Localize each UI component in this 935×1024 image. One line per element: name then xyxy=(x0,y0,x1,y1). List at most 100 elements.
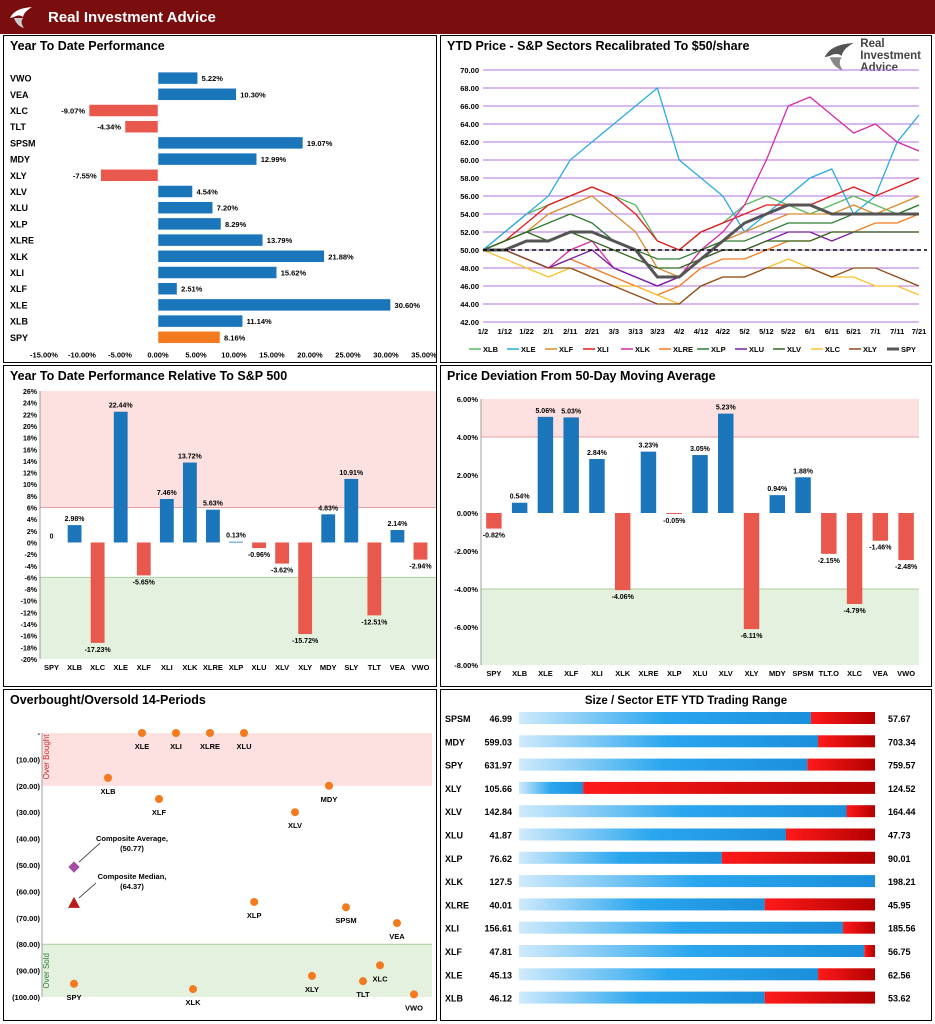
site-header: Real Investment Advice xyxy=(0,0,935,34)
point-xle xyxy=(138,729,146,737)
y-tick-label: 2.00% xyxy=(457,471,479,480)
y-tick-label: -6% xyxy=(25,575,38,582)
x-tick-label: 7/1 xyxy=(870,327,880,336)
ytd-performance-panel: Year To Date Performance VWO 5.22% VEA 10.3… xyxy=(3,35,437,363)
category-label-xlre: XLRE xyxy=(638,669,658,678)
y-tick-label: 8% xyxy=(27,494,38,501)
data-label-xlf: -5.65% xyxy=(133,579,156,586)
y-tick-label: 4% xyxy=(27,517,38,524)
bar-tlt xyxy=(124,120,159,133)
range-bar-high-mdy xyxy=(818,735,875,748)
low-value-spy: 631.97 xyxy=(484,761,512,771)
range-bar-high-xlb xyxy=(764,991,875,1004)
category-label-xlc: XLC xyxy=(10,106,29,116)
x-tick-label: 0.00% xyxy=(147,350,169,359)
etf-label-xlp: XLP xyxy=(445,854,463,864)
overbought-oversold-chart: Over Bought Over Sold - (10.00) (20.00) (30.0… xyxy=(12,729,432,1012)
etf-label-xle: XLE xyxy=(445,970,463,980)
relative-performance-panel: Year To Date Performance Relative To S&P… xyxy=(3,365,437,687)
range-bar-high-xly xyxy=(583,781,875,794)
category-label-xly: XLY xyxy=(10,171,27,181)
point-mdy xyxy=(325,781,333,790)
bar-xlk xyxy=(157,250,325,263)
bar-xle xyxy=(537,416,554,513)
bar-xlv xyxy=(275,542,290,564)
y-tick-label: -8.00% xyxy=(454,661,478,670)
high-value-spsm: 57.67 xyxy=(888,714,911,724)
range-bar-high-xlf xyxy=(864,945,875,957)
category-label-xlu: XLU xyxy=(693,669,708,678)
data-label-xlu: 3.05% xyxy=(690,446,711,453)
overbought-band xyxy=(42,733,432,786)
y-tick-label: 4.00% xyxy=(457,433,479,442)
etf-label-mdy: MDY xyxy=(445,737,465,747)
data-label-mdy: 4.83% xyxy=(318,505,339,512)
data-label-xlf: 2.51% xyxy=(181,285,203,294)
x-tick-label: 15.00% xyxy=(259,350,285,359)
x-tick-label: -10.00% xyxy=(68,350,96,359)
y-tick-label: 24% xyxy=(23,401,38,408)
x-tick-label: 1/12 xyxy=(497,327,512,336)
x-tick-label: 35.00% xyxy=(411,350,436,359)
x-tick-label: 30.00% xyxy=(373,350,399,359)
y-tick-label: 56.00 xyxy=(460,192,479,201)
brand-name: Real Investment Advice xyxy=(48,8,216,26)
high-value-xlf: 56.75 xyxy=(888,947,911,957)
y-tick-label: 52.00 xyxy=(460,228,479,237)
data-label-vwo: -2.48% xyxy=(895,564,918,571)
category-label-vwo: VWO xyxy=(897,669,915,678)
low-value-xlf: 47.81 xyxy=(489,947,512,957)
legend-label-xlf: XLF xyxy=(559,345,574,354)
y-tick-label: 6% xyxy=(27,506,38,513)
high-value-xlp: 90.01 xyxy=(888,854,911,864)
point-label-xli: XLI xyxy=(170,742,182,751)
composite-average-label: Composite Average, xyxy=(96,834,168,843)
y-tick-label: 46.00 xyxy=(460,282,479,291)
bar-xli xyxy=(159,499,174,543)
x-tick-label: 6/1 xyxy=(805,327,815,336)
y-tick-label: 60.00 xyxy=(460,156,479,165)
legend-label-xlb: XLB xyxy=(483,345,499,354)
bar-xlc xyxy=(846,513,863,605)
category-label-tlt: TLT xyxy=(368,663,382,672)
bar-xlre xyxy=(640,451,657,513)
ytd-performance-chart: VWO 5.22% VEA 10.30% XLC -9.07% TLT -4.34% SPSM 1… xyxy=(10,71,436,359)
y-tick-label: 62.00 xyxy=(460,138,479,147)
point-label-spy: SPY xyxy=(66,993,81,1002)
y-tick-label: 16% xyxy=(23,447,38,454)
bar-xle xyxy=(157,298,391,312)
point-label-xlk: XLK xyxy=(186,998,202,1007)
bar-mdy xyxy=(769,495,786,513)
point-xlc xyxy=(376,961,384,970)
y-tick-label: -4% xyxy=(25,564,38,571)
range-bar-high-xlp xyxy=(721,851,875,864)
bar-xli xyxy=(589,459,605,513)
y-tick-label: -20% xyxy=(21,657,38,664)
category-label-xlk: XLK xyxy=(10,252,29,262)
category-label-mdy: MDY xyxy=(320,663,337,672)
point-xlre xyxy=(206,729,214,737)
range-bar-high-spy xyxy=(807,758,875,771)
etf-label-xlu: XLU xyxy=(445,831,463,841)
point-xly xyxy=(308,971,316,980)
deviation-chart: -8.00% -6.00% -4.00% -2.00% 0.00% 2.00% 4.00% 6… xyxy=(454,395,919,678)
bar-spy xyxy=(157,331,221,344)
y-tick-label: 2% xyxy=(27,529,38,536)
data-label-xlre: 5.63% xyxy=(203,501,224,508)
bar-xlb xyxy=(67,525,82,543)
overbought-band xyxy=(481,399,919,437)
bar-sly xyxy=(344,478,359,543)
high-value-mdy: 703.34 xyxy=(888,737,916,747)
y-tick-label: -18% xyxy=(21,645,38,652)
category-label-xlk: XLK xyxy=(615,669,631,678)
composite-median-value: (64.37) xyxy=(120,882,144,891)
data-label-xlre: 13.79% xyxy=(267,236,293,245)
category-label-xle: XLE xyxy=(538,669,553,678)
low-value-xlv: 142.84 xyxy=(484,807,512,817)
data-label-xlk: 13.72% xyxy=(178,454,203,461)
y-tick-label: -12% xyxy=(21,610,38,617)
category-label-vea: VEA xyxy=(390,663,406,672)
ytd-performance-title: Year To Date Performance xyxy=(10,39,165,53)
y-tick-label: 10% xyxy=(23,482,38,489)
category-label-xlre: XLRE xyxy=(10,236,34,246)
